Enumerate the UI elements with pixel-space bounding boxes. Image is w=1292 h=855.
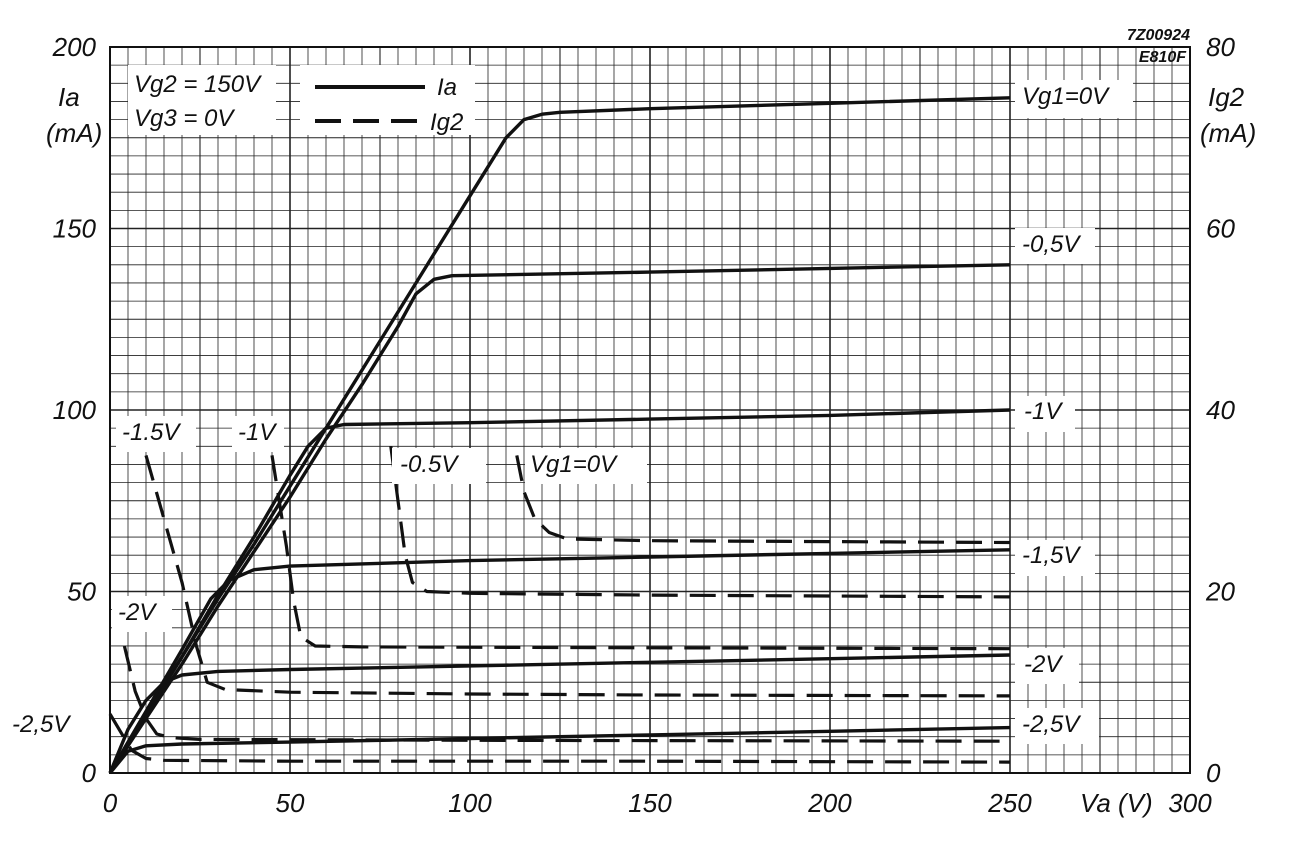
curve-label-bg <box>392 448 486 484</box>
series-layer <box>108 96 1011 775</box>
x-axis-label: Va (V) <box>1080 788 1153 818</box>
x-tick-label: 50 <box>276 788 305 818</box>
condition-vg3: Vg3 = 0V <box>134 105 235 132</box>
curve-label: -1V <box>1024 398 1063 425</box>
y-right-tick-label: 0 <box>1206 758 1221 788</box>
ig2-curve <box>122 645 1011 743</box>
curve-label-bg <box>112 596 172 632</box>
y-left-tick-label: 50 <box>67 577 96 607</box>
tube-type: E810F <box>1139 49 1187 66</box>
curve-label: -0,5V <box>1022 231 1081 258</box>
curve-label: Vg1=0V <box>1022 83 1110 110</box>
x-tick-label: 250 <box>987 788 1032 818</box>
x-tick-label: 300 <box>1168 788 1212 818</box>
legend-label-ig2: Ig2 <box>430 109 463 136</box>
y-left-tick-label: 150 <box>53 214 97 244</box>
curve-label: Vg1=0V <box>530 451 618 478</box>
curve-label-bg <box>525 448 647 484</box>
curve-label-bg <box>1015 396 1075 432</box>
y-right-axis-unit: (mA) <box>1200 118 1256 148</box>
curve-label: -2V <box>118 599 157 626</box>
y-right-tick-label: 40 <box>1206 395 1235 425</box>
conditions-box <box>128 65 276 135</box>
x-tick-label: 150 <box>628 788 672 818</box>
curve-label: -2,5V <box>1022 711 1081 738</box>
x-tick-label: 200 <box>807 788 852 818</box>
x-tick-label: 0 <box>103 788 118 818</box>
ig2-curve <box>270 455 1011 651</box>
curve-label-bg <box>1015 540 1095 576</box>
curve-label-bg <box>1015 80 1133 118</box>
y-left-tick-label: 0 <box>82 758 97 788</box>
y-left-axis-symbol: Ia <box>58 82 80 112</box>
ia-curve <box>108 725 1011 775</box>
ia-curve <box>108 653 1011 774</box>
curve-label-bg <box>8 708 100 744</box>
curve-label: -1,5V <box>1022 542 1081 569</box>
labels-layer: 0 50 100 150 200 250 300050100150200020406080V… <box>8 32 1235 818</box>
curve-label-bg <box>116 416 196 452</box>
ia-curve <box>108 548 1011 774</box>
condition-vg2: Vg2 = 150V <box>134 71 262 98</box>
curve-label: -2,5V <box>12 711 71 738</box>
curve-label-bg <box>1015 708 1099 744</box>
y-right-axis-symbol: Ig2 <box>1208 82 1245 112</box>
ref-number: 7Z00924 <box>1127 27 1190 44</box>
y-right-tick-label: 20 <box>1205 577 1235 607</box>
curve-label: -1.5V <box>122 419 181 446</box>
curve-label: -1V <box>238 419 277 446</box>
ig2-curve <box>108 713 1011 764</box>
ig2-curve <box>515 455 1011 545</box>
plot-frame <box>109 46 1191 774</box>
y-left-tick-label: 100 <box>53 395 97 425</box>
grid <box>110 47 1190 773</box>
ia-curve <box>108 96 1011 774</box>
curve-label-bg <box>1015 228 1095 264</box>
curve-label-bg <box>1015 648 1079 684</box>
y-left-axis-unit: (mA) <box>46 118 102 148</box>
curve-label: -0.5V <box>400 451 459 478</box>
ig2-curve <box>389 446 1011 599</box>
ia-curve <box>108 263 1011 774</box>
y-right-tick-label: 80 <box>1206 32 1235 62</box>
curve-label-bg <box>232 416 284 452</box>
ig2-curve <box>144 454 1011 698</box>
legend-label-ia: Ia <box>437 74 457 101</box>
y-right-tick-label: 60 <box>1206 214 1235 244</box>
legend-box <box>300 65 475 135</box>
curve-label: -2V <box>1024 651 1063 678</box>
ia-curve <box>108 408 1011 774</box>
x-tick-label: 100 <box>448 788 492 818</box>
y-left-tick-label: 200 <box>52 32 97 62</box>
